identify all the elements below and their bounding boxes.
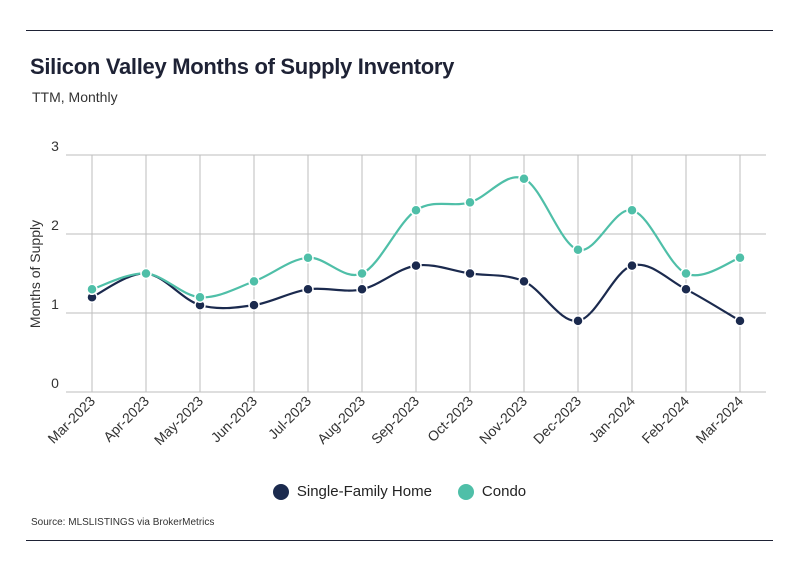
data-point-condo — [302, 251, 314, 264]
chart-title: Silicon Valley Months of Supply Inventor… — [30, 54, 455, 79]
data-point-condo — [86, 283, 98, 296]
data-point-single-family-home — [734, 315, 746, 327]
data-point-condo — [680, 267, 692, 280]
data-point-condo — [626, 204, 638, 217]
grid — [66, 154, 766, 393]
x-tick-label: Sep-2023 — [368, 393, 422, 447]
legend-item-condo[interactable]: Condo — [457, 483, 527, 500]
data-point-condo — [734, 251, 746, 264]
data-point-condo — [194, 291, 206, 303]
data-point-condo — [572, 244, 584, 256]
data-point-single-family-home — [626, 259, 638, 272]
x-tick-label: Jun-2023 — [208, 393, 261, 446]
data-point-single-family-home — [572, 315, 584, 327]
x-tick-label: Mar-2024 — [692, 393, 746, 447]
data-point-single-family-home — [518, 275, 530, 288]
data-point-condo — [356, 267, 368, 280]
data-point-condo — [248, 275, 260, 288]
x-tick-label: Mar-2023 — [44, 393, 98, 447]
x-tick-label: Apr-2023 — [100, 393, 152, 445]
data-point-condo — [518, 172, 530, 185]
legend-item-single-family[interactable]: Single-Family Home — [272, 483, 432, 500]
y-tick-label: 1 — [51, 296, 59, 312]
x-tick-label: Jul-2023 — [265, 393, 314, 442]
x-tick-label: Dec-2023 — [530, 393, 584, 447]
data-point-condo — [410, 204, 422, 217]
chart-subtitle: TTM, Monthly — [32, 89, 118, 105]
top-rule — [26, 30, 773, 31]
legend-label-condo: Condo — [481, 483, 527, 500]
data-point-single-family-home — [680, 283, 692, 296]
data-point-condo — [464, 196, 476, 209]
data-point-single-family-home — [464, 267, 476, 280]
x-tick-label: Feb-2024 — [638, 393, 692, 447]
series — [86, 172, 746, 327]
x-tick-label: Aug-2023 — [314, 393, 368, 447]
y-axis-title: Months of Supply — [27, 220, 43, 328]
data-point-single-family-home — [410, 259, 422, 272]
data-point-single-family-home — [356, 283, 368, 296]
legend-marker-single-family — [272, 483, 289, 500]
x-tick-label: Oct-2023 — [424, 393, 476, 445]
x-tick-label: Jan-2024 — [586, 393, 639, 446]
data-point-single-family-home — [248, 299, 260, 311]
y-tick-label: 3 — [51, 138, 59, 154]
legend-label-single-family: Single-Family Home — [296, 483, 432, 500]
x-tick-label: Nov-2023 — [476, 393, 530, 447]
data-point-condo — [140, 267, 152, 280]
source-note: Source: MLSLISTINGS via BrokerMetrics — [31, 517, 215, 528]
y-tick-label: 2 — [51, 217, 59, 233]
x-tick-label: May-2023 — [151, 393, 206, 448]
bottom-rule — [26, 540, 773, 541]
legend-marker-condo — [457, 483, 474, 500]
legend: Single-Family Home Condo — [0, 483, 799, 500]
data-point-single-family-home — [302, 283, 314, 296]
y-tick-label: 0 — [51, 375, 59, 391]
